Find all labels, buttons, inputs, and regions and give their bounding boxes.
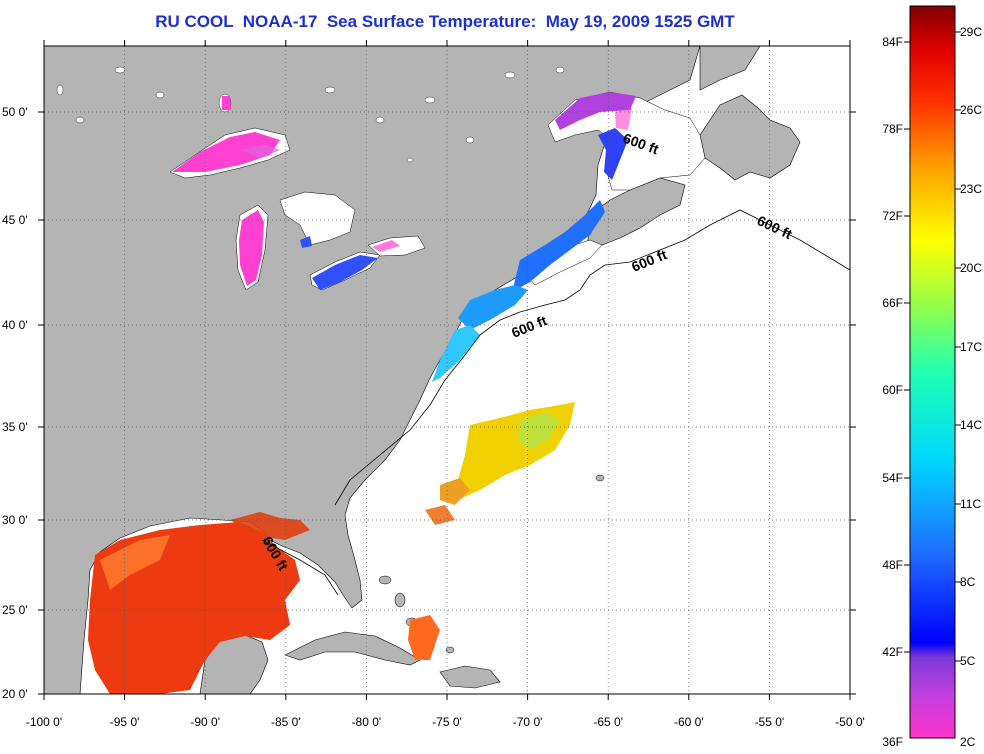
lon-label-90: -90 0': [190, 715, 220, 729]
lat-label-20: 20 0': [2, 687, 28, 701]
cb-c-14: 14C: [960, 418, 982, 432]
lon-label-60: -60 0': [674, 715, 704, 729]
cb-f-78: 78F: [882, 122, 903, 136]
lat-label-30: 30 0': [2, 513, 28, 527]
cb-c-5: 5C: [960, 654, 976, 668]
land-north-america: [44, 46, 701, 694]
cb-f-36: 36F: [882, 735, 903, 749]
depth-contour-600ft: [261, 209, 850, 596]
cb-f-84: 84F: [882, 35, 903, 49]
cb-f-72: 72F: [882, 209, 903, 223]
lat-label-40: 40 0': [2, 318, 28, 332]
sst-lake-michigan: [239, 210, 264, 286]
sst-lake-erie: [300, 236, 400, 290]
land-hispaniola: [439, 665, 501, 689]
colorbar: [909, 5, 956, 739]
graticule: [44, 46, 850, 694]
cb-f-60: 60F: [882, 383, 903, 397]
land-labrador: [699, 46, 761, 91]
cb-c-26: 26C: [960, 103, 982, 117]
sst-lake-nipigon: [222, 96, 231, 110]
colorbar-ticks: [904, 31, 961, 662]
cb-c-20: 20C: [960, 261, 982, 275]
lon-label-70: -70 0': [513, 715, 543, 729]
lat-label-50: 50 0': [2, 105, 28, 119]
cb-c-11: 11C: [960, 497, 981, 511]
cb-c-2: 2C: [960, 735, 976, 749]
land-newfoundland: [699, 94, 801, 181]
sst-gulf-of-mexico: [88, 512, 440, 694]
cb-c-29: 29C: [960, 25, 982, 39]
lon-label-100: -100 0': [26, 715, 62, 729]
lon-label-50: -50 0': [835, 715, 865, 729]
lat-label-45: 45 0': [2, 213, 28, 227]
cb-c-23: 23C: [960, 182, 982, 196]
cb-f-48: 48F: [882, 558, 903, 572]
axis-ticks: [38, 40, 856, 700]
cb-c-8: 8C: [960, 575, 976, 589]
cb-f-54: 54F: [882, 471, 903, 485]
cb-c-17: 17C: [960, 340, 982, 354]
sst-st-lawrence: [555, 92, 636, 180]
lat-label-35: 35 0': [2, 420, 28, 434]
sst-lake-superior: [172, 132, 280, 172]
map-title: RU COOL NOAA-17 Sea Surface Temperature:…: [155, 12, 735, 31]
sst-northeast-shelf: [432, 200, 605, 382]
lon-label-65: -65 0': [593, 715, 623, 729]
cb-f-42: 42F: [882, 645, 903, 659]
lon-label-80: -80 0': [352, 715, 382, 729]
lon-label-75: -75 0': [432, 715, 462, 729]
lon-label-95: -95 0': [110, 715, 140, 729]
lat-label-25: 25 0': [2, 603, 28, 617]
lon-label-85: -85 0': [271, 715, 301, 729]
cb-f-66: 66F: [882, 296, 903, 310]
land-cuba: [284, 631, 421, 666]
lon-label-55: -55 0': [755, 715, 785, 729]
